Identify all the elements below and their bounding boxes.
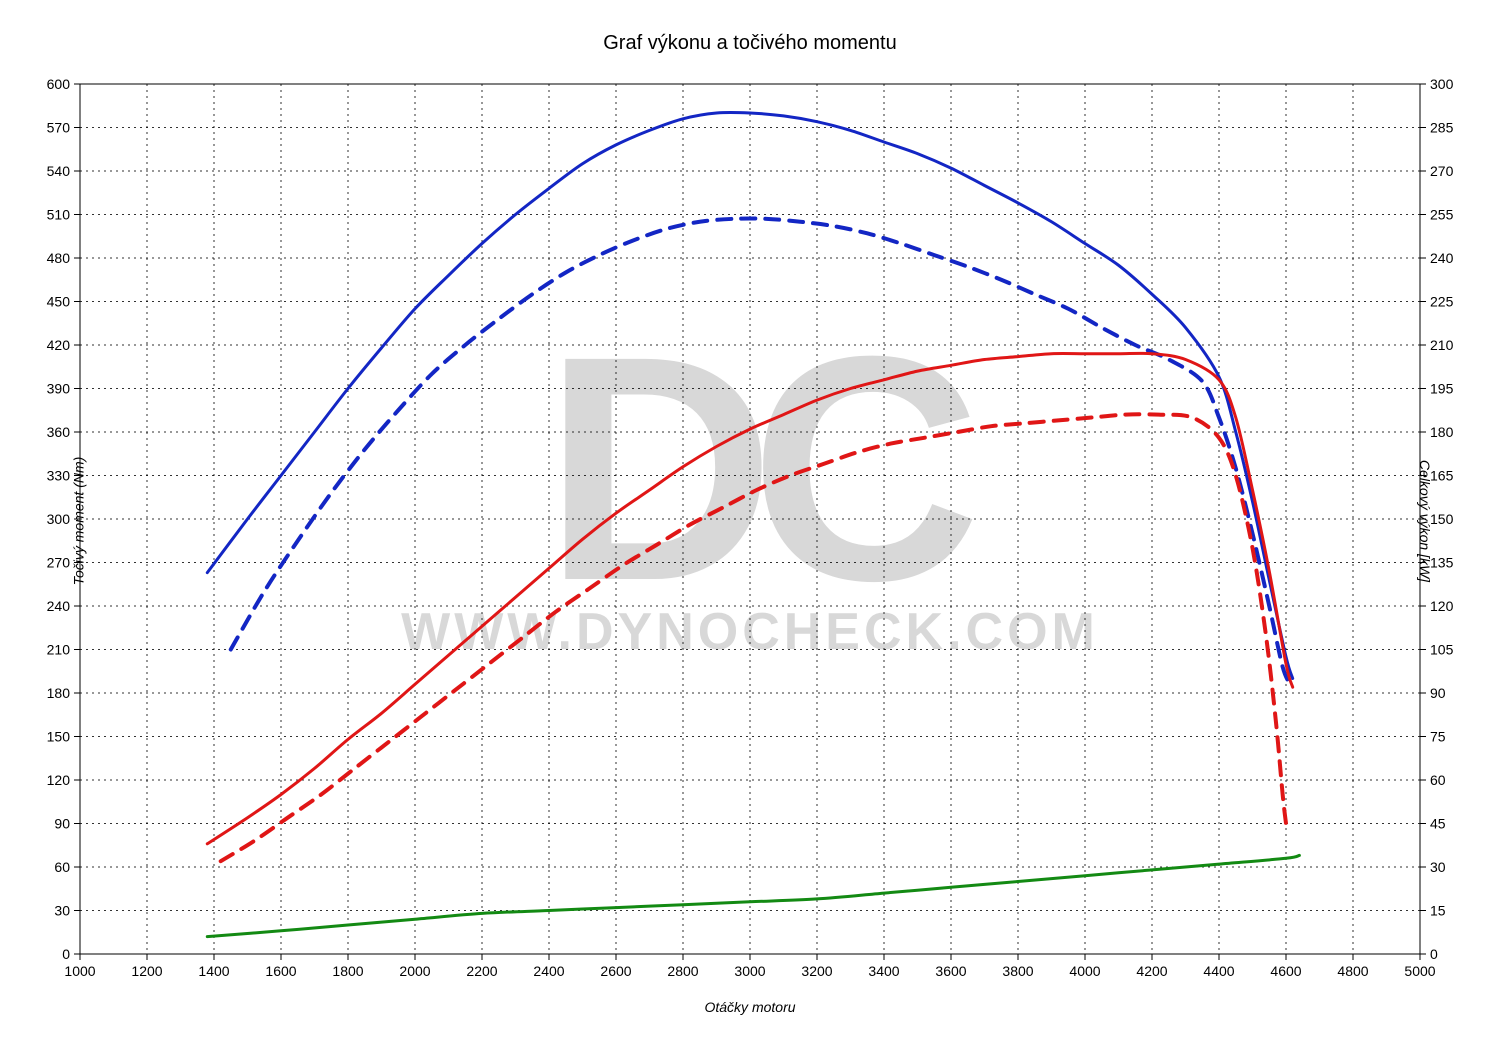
svg-text:4000: 4000	[1069, 963, 1100, 979]
svg-text:540: 540	[47, 163, 71, 179]
svg-text:210: 210	[1430, 337, 1454, 353]
svg-text:360: 360	[47, 424, 71, 440]
svg-text:150: 150	[1430, 511, 1454, 527]
svg-text:195: 195	[1430, 381, 1454, 397]
svg-text:105: 105	[1430, 642, 1454, 658]
svg-text:480: 480	[47, 250, 71, 266]
svg-text:240: 240	[47, 598, 71, 614]
svg-text:135: 135	[1430, 555, 1454, 571]
svg-text:90: 90	[1430, 685, 1446, 701]
svg-text:30: 30	[54, 903, 70, 919]
svg-text:300: 300	[47, 511, 71, 527]
svg-text:3600: 3600	[935, 963, 966, 979]
svg-text:1800: 1800	[332, 963, 363, 979]
svg-text:120: 120	[1430, 598, 1454, 614]
svg-text:570: 570	[47, 120, 71, 136]
svg-text:180: 180	[1430, 424, 1454, 440]
svg-text:390: 390	[47, 381, 71, 397]
svg-text:30: 30	[1430, 859, 1446, 875]
svg-text:225: 225	[1430, 294, 1454, 310]
plot-area: DCWWW.DYNOCHECK.COM100012001400160018002…	[0, 0, 1500, 1041]
svg-text:DC: DC	[544, 289, 975, 647]
svg-text:5000: 5000	[1404, 963, 1435, 979]
dyno-chart: Graf výkonu a točivého momentu Točivý mo…	[0, 0, 1500, 1041]
svg-text:2200: 2200	[466, 963, 497, 979]
y-right-ticks: 0 15 30 45 60 75 90 105 120 135 150 165 180 195 210 225…	[1420, 76, 1454, 962]
svg-text:600: 600	[47, 76, 71, 92]
svg-text:4400: 4400	[1203, 963, 1234, 979]
svg-text:45: 45	[1430, 816, 1446, 832]
svg-text:300: 300	[1430, 76, 1454, 92]
x-ticks: 1000 1200 1400 1600 1800 2000 2200 2400 2600 2800…	[64, 954, 1435, 979]
svg-text:3800: 3800	[1002, 963, 1033, 979]
svg-text:75: 75	[1430, 729, 1446, 745]
svg-text:270: 270	[47, 555, 71, 571]
svg-text:0: 0	[1430, 946, 1438, 962]
svg-text:2600: 2600	[600, 963, 631, 979]
svg-text:210: 210	[47, 642, 71, 658]
svg-text:2400: 2400	[533, 963, 564, 979]
series-drag_power	[207, 855, 1299, 936]
svg-text:510: 510	[47, 207, 71, 223]
svg-text:3200: 3200	[801, 963, 832, 979]
svg-text:4600: 4600	[1270, 963, 1301, 979]
svg-text:4200: 4200	[1136, 963, 1167, 979]
svg-text:285: 285	[1430, 120, 1454, 136]
svg-text:120: 120	[47, 772, 71, 788]
svg-text:270: 270	[1430, 163, 1454, 179]
svg-text:450: 450	[47, 294, 71, 310]
svg-text:2000: 2000	[399, 963, 430, 979]
svg-text:3400: 3400	[868, 963, 899, 979]
svg-text:420: 420	[47, 337, 71, 353]
svg-text:3000: 3000	[734, 963, 765, 979]
svg-text:1000: 1000	[64, 963, 95, 979]
svg-text:240: 240	[1430, 250, 1454, 266]
svg-text:150: 150	[47, 729, 71, 745]
svg-text:2800: 2800	[667, 963, 698, 979]
svg-text:4800: 4800	[1337, 963, 1368, 979]
svg-text:165: 165	[1430, 468, 1454, 484]
svg-text:1600: 1600	[265, 963, 296, 979]
svg-text:15: 15	[1430, 903, 1446, 919]
svg-text:60: 60	[54, 859, 70, 875]
svg-text:0: 0	[62, 946, 70, 962]
svg-text:1400: 1400	[198, 963, 229, 979]
svg-text:1200: 1200	[131, 963, 162, 979]
svg-text:330: 330	[47, 468, 71, 484]
svg-text:255: 255	[1430, 207, 1454, 223]
svg-text:60: 60	[1430, 772, 1446, 788]
svg-text:90: 90	[54, 816, 70, 832]
y-left-ticks: 0 30 60 90 120 150 180 210 240 270 300 330 360 390 420…	[47, 76, 80, 962]
svg-text:180: 180	[47, 685, 71, 701]
